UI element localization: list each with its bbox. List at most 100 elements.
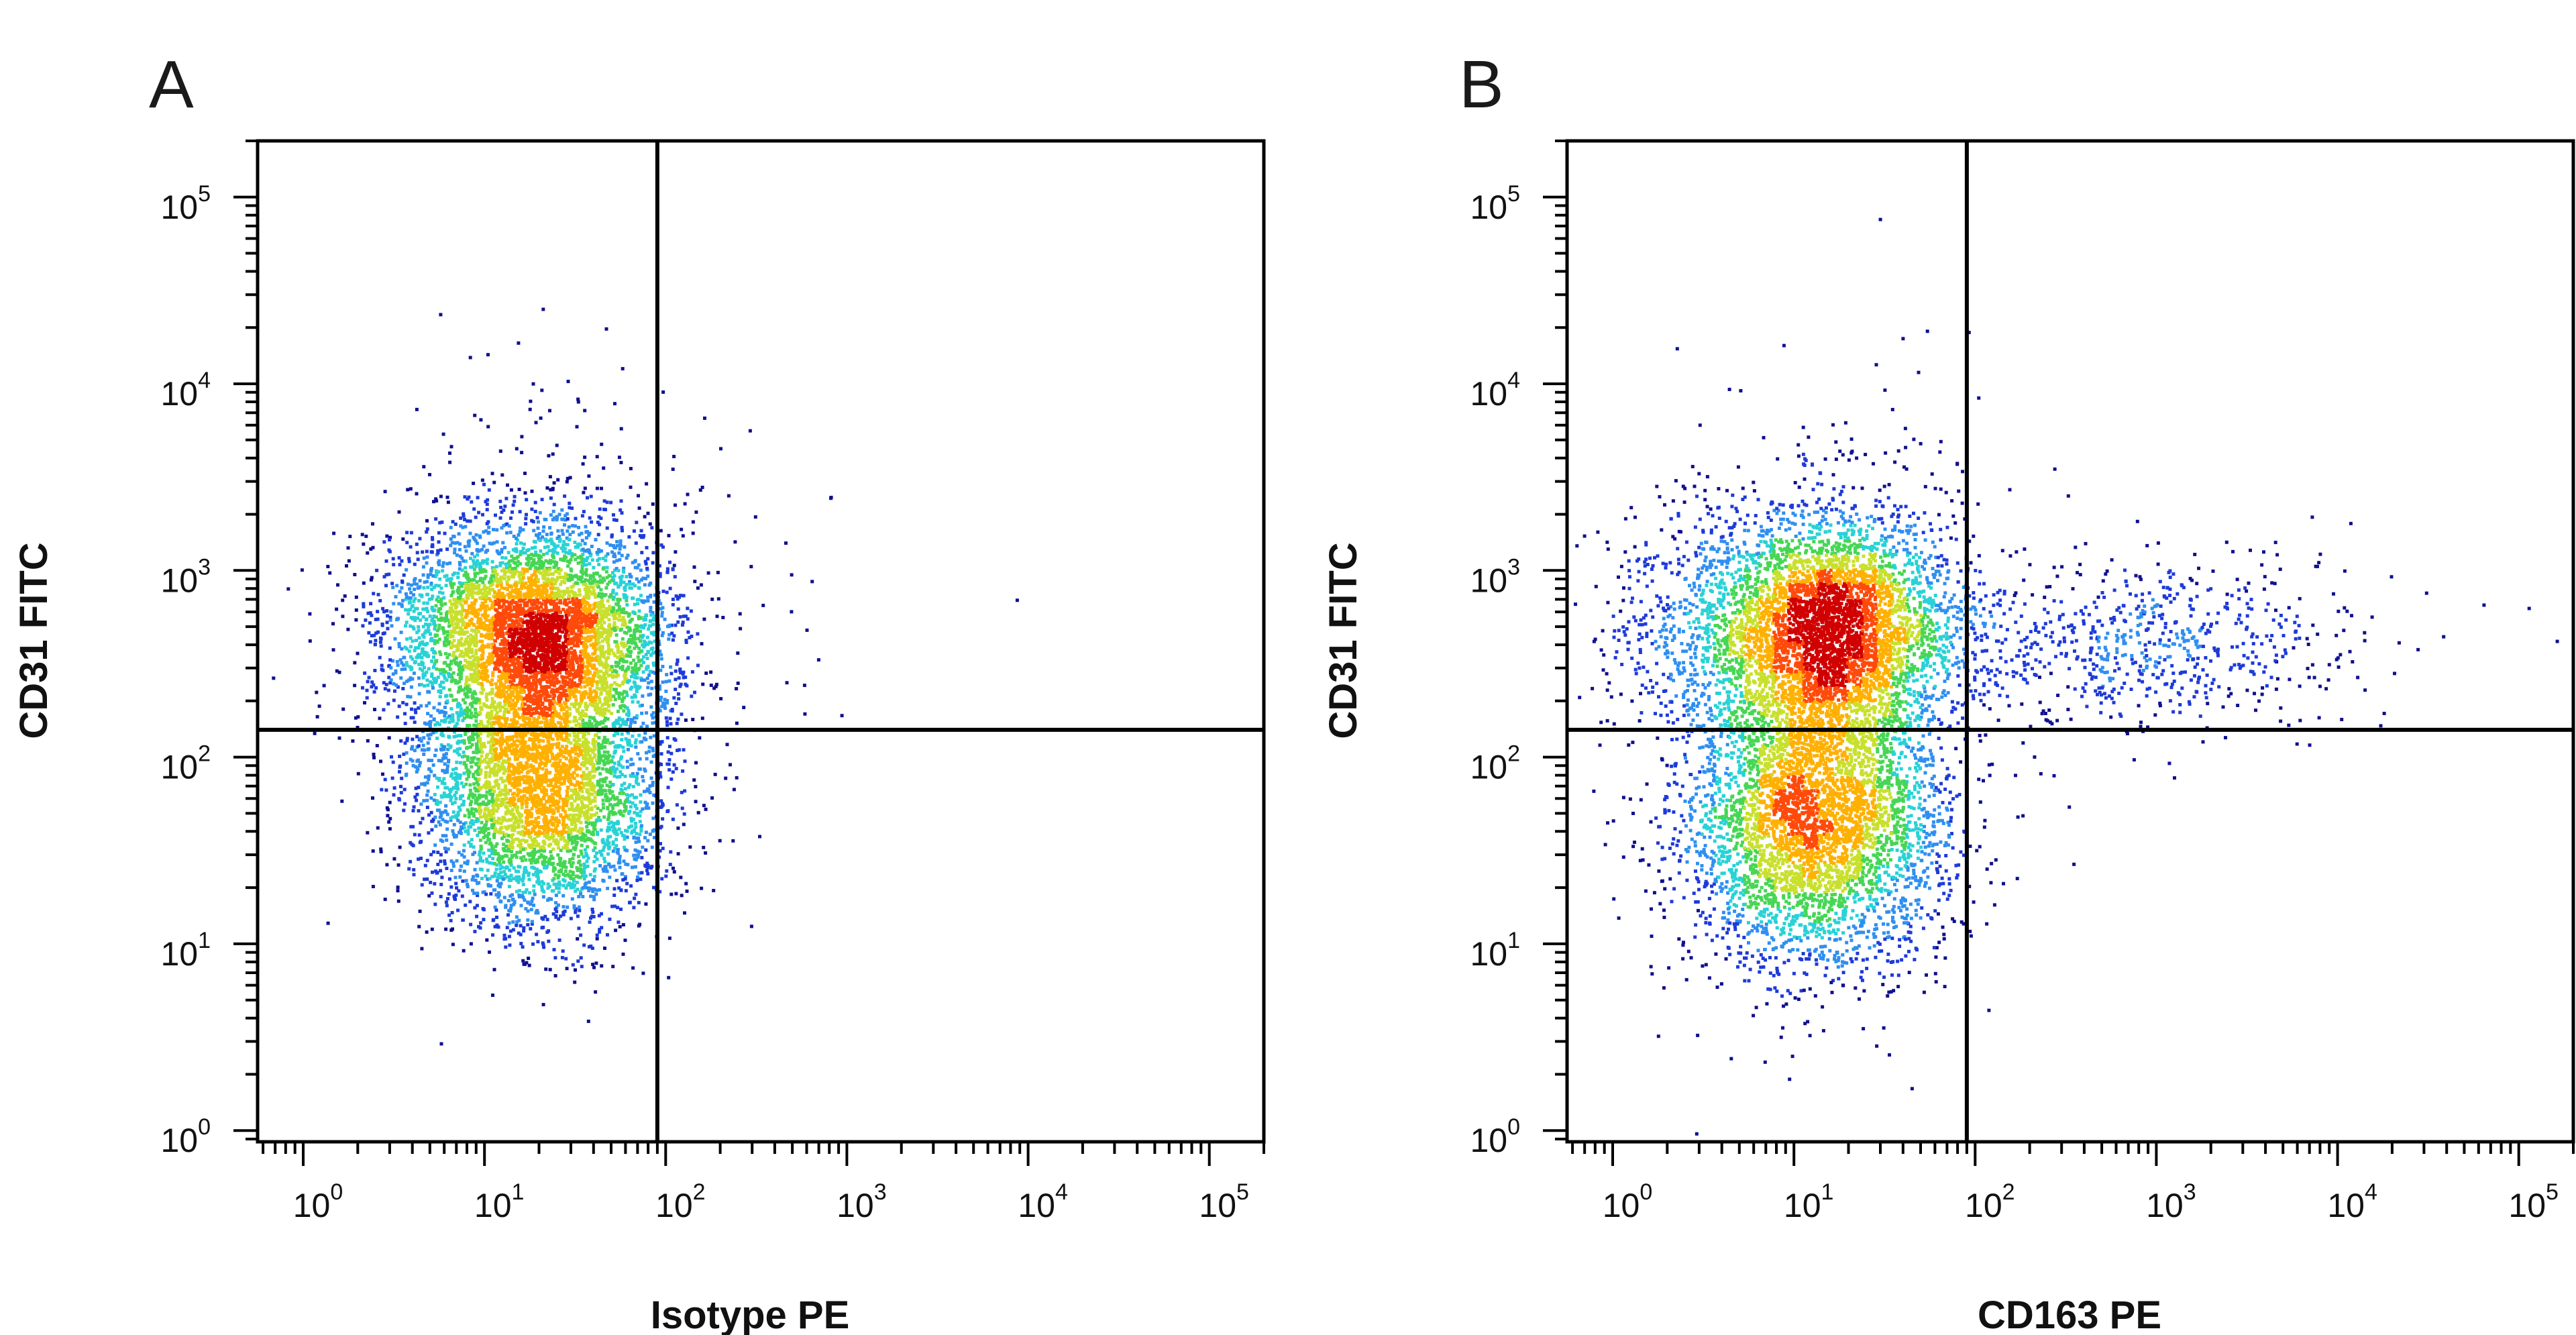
data-point xyxy=(604,554,608,558)
data-point xyxy=(580,663,584,667)
data-point xyxy=(599,661,603,665)
data-point xyxy=(435,678,438,682)
data-point xyxy=(578,543,582,547)
data-point xyxy=(514,584,517,587)
data-point xyxy=(614,688,618,692)
data-point xyxy=(544,609,548,613)
data-point xyxy=(608,543,612,547)
data-point xyxy=(615,683,619,687)
data-point xyxy=(582,563,586,567)
data-point xyxy=(483,676,487,680)
data-point xyxy=(525,591,529,595)
data-point xyxy=(588,715,592,719)
data-point xyxy=(592,592,596,596)
data-point xyxy=(570,685,574,689)
data-point xyxy=(539,645,543,649)
data-point xyxy=(621,653,625,657)
data-point xyxy=(652,600,656,604)
data-point xyxy=(499,631,503,635)
data-point xyxy=(619,539,623,543)
data-point xyxy=(509,659,513,663)
data-point xyxy=(609,698,612,702)
data-point xyxy=(417,599,421,602)
data-point xyxy=(552,555,555,559)
data-point xyxy=(480,568,484,572)
data-point xyxy=(545,551,549,555)
data-point xyxy=(627,614,631,618)
data-point xyxy=(598,680,602,684)
data-point xyxy=(562,662,566,666)
data-point xyxy=(459,524,463,528)
data-point xyxy=(537,621,541,625)
data-point xyxy=(580,580,584,584)
data-point xyxy=(480,478,484,482)
data-point xyxy=(506,607,510,611)
data-point xyxy=(623,676,627,680)
data-point xyxy=(468,702,472,706)
data-point xyxy=(461,879,465,883)
data-point xyxy=(575,613,579,617)
data-point xyxy=(629,575,633,579)
data-point xyxy=(578,610,582,614)
data-point xyxy=(555,702,559,705)
data-point xyxy=(526,638,530,642)
data-point xyxy=(599,617,603,621)
data-point xyxy=(620,610,624,615)
data-point xyxy=(588,608,592,612)
data-point xyxy=(498,564,502,568)
data-point xyxy=(597,744,601,748)
data-point xyxy=(616,611,621,615)
data-point xyxy=(671,597,675,601)
data-point xyxy=(593,657,597,661)
data-point xyxy=(515,570,519,574)
data-point xyxy=(500,550,504,554)
data-point xyxy=(660,614,664,618)
data-point xyxy=(478,672,482,676)
data-point xyxy=(531,583,535,587)
data-point xyxy=(691,718,695,721)
data-point xyxy=(536,612,540,616)
data-point xyxy=(537,585,541,589)
data-point xyxy=(623,705,627,709)
data-point xyxy=(472,714,476,718)
data-point xyxy=(555,615,559,619)
data-point xyxy=(574,637,578,641)
data-point xyxy=(629,651,633,655)
data-point xyxy=(556,618,560,621)
data-point xyxy=(616,650,620,654)
data-point xyxy=(577,525,580,529)
data-point xyxy=(641,670,645,674)
data-point xyxy=(542,637,546,641)
data-point xyxy=(456,631,460,635)
data-point xyxy=(521,650,524,654)
data-point xyxy=(519,612,523,616)
data-point xyxy=(678,615,682,619)
data-point xyxy=(475,541,479,545)
data-point xyxy=(606,656,610,659)
data-point xyxy=(386,814,390,818)
data-point xyxy=(652,793,656,797)
data-point xyxy=(447,653,451,657)
data-point xyxy=(604,793,608,796)
data-point xyxy=(517,574,521,578)
data-point xyxy=(625,625,629,629)
data-point xyxy=(508,531,513,535)
data-point xyxy=(512,535,516,538)
data-point xyxy=(590,624,594,628)
data-point xyxy=(631,639,635,643)
data-point xyxy=(676,597,680,601)
data-point xyxy=(533,602,537,606)
data-point xyxy=(559,557,563,562)
data-point xyxy=(615,625,619,629)
data-point xyxy=(675,662,679,666)
data-point xyxy=(537,570,541,574)
data-point xyxy=(626,680,630,684)
data-point xyxy=(443,651,447,655)
data-point xyxy=(540,731,543,735)
data-point xyxy=(566,655,570,659)
data-point xyxy=(425,561,429,565)
data-point xyxy=(524,639,528,643)
data-point xyxy=(646,574,650,578)
data-point xyxy=(500,676,504,680)
data-point xyxy=(588,612,592,616)
